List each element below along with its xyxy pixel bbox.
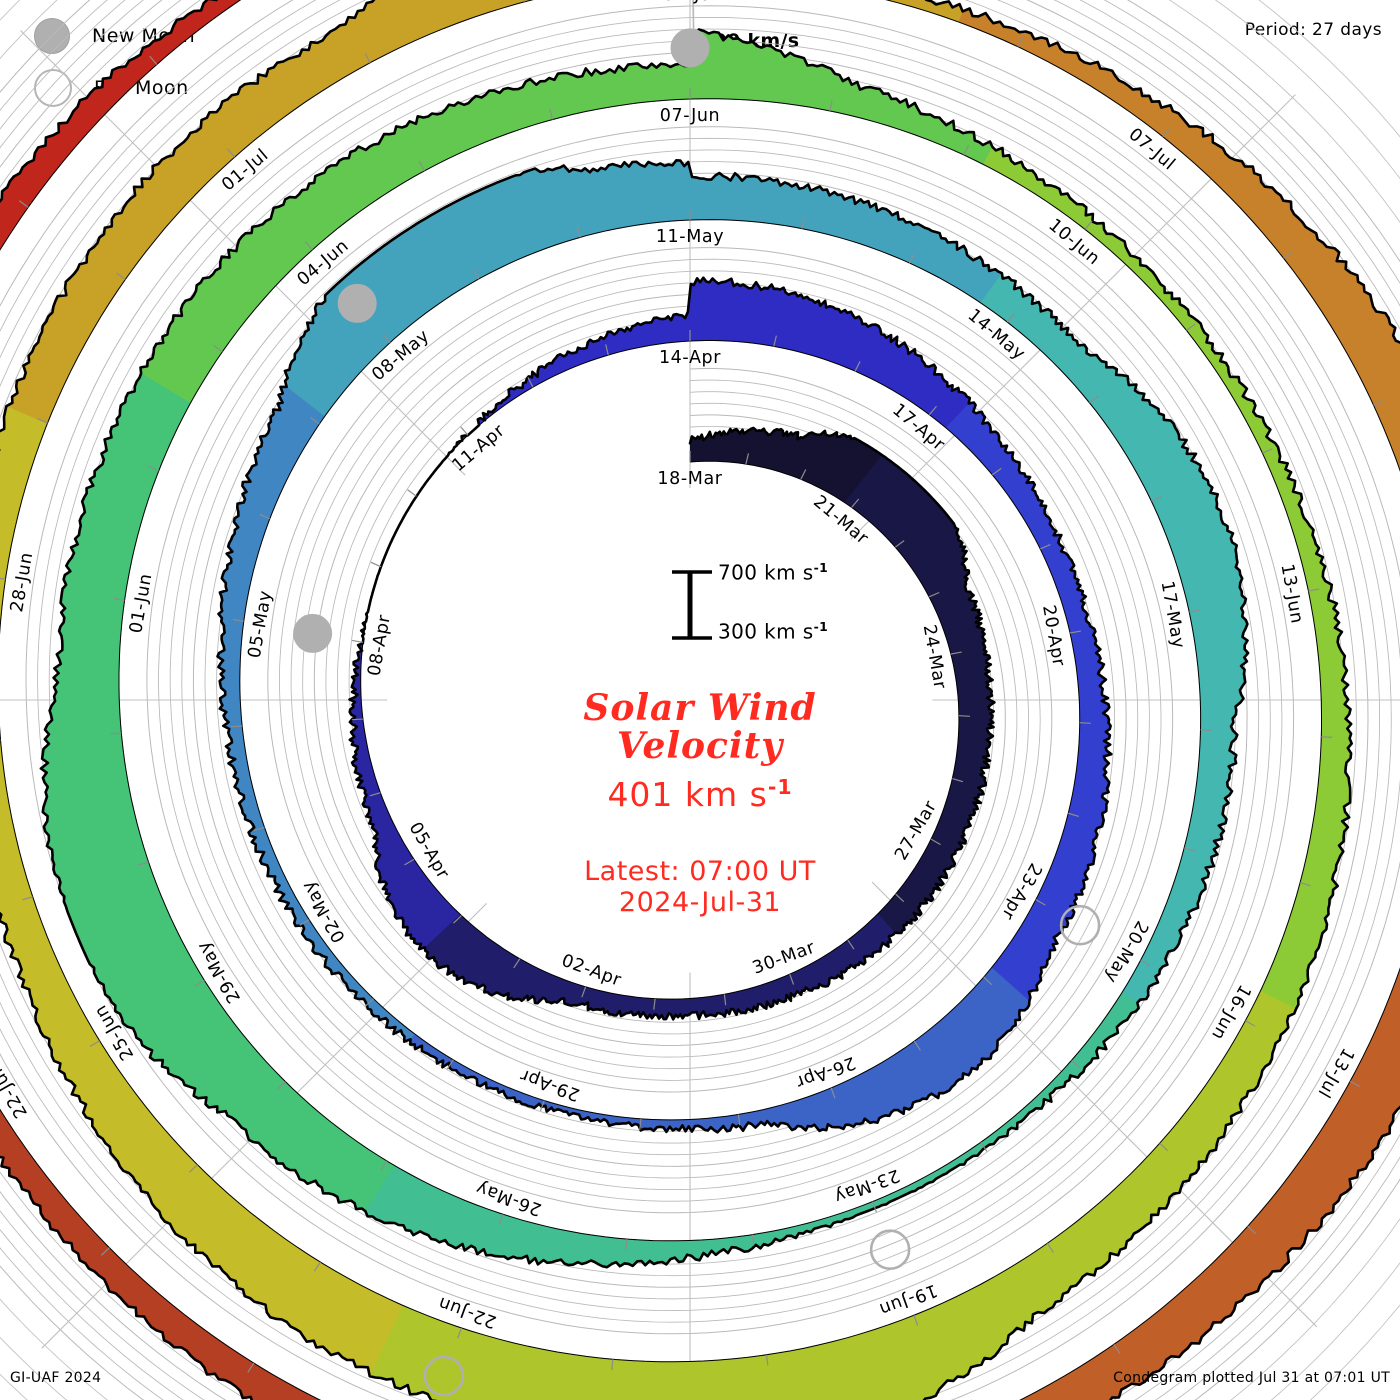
date-ring-label: 18-Mar xyxy=(657,469,722,489)
latest-timestamp: Latest: 07:00 UT 2024-Jul-31 xyxy=(0,856,1400,918)
date-ring-label: 08-Apr xyxy=(364,613,395,678)
scale-bar-bottom-label: 300 km s-1 xyxy=(718,619,828,644)
date-ring-label: 22-Jul xyxy=(0,1064,32,1121)
velocity-scale-bar xyxy=(672,570,712,640)
page-title: Solar Wind Velocity xyxy=(0,687,1400,767)
scale-bar-top-exponent: -1 xyxy=(813,560,829,575)
date-ring-label: 20-Apr xyxy=(1038,604,1069,669)
date-ring-label: 04-Jul xyxy=(663,0,717,5)
footer-credit: GI-UAF 2024 xyxy=(10,1370,102,1386)
date-ring-label: 13-Jun xyxy=(1276,562,1306,625)
date-ring-label: 14-Apr xyxy=(659,348,721,368)
full-moon-marker xyxy=(423,1355,465,1397)
latest-time: Latest: 07:00 UT xyxy=(584,856,816,887)
scale-bar-bottom-text: 300 km s xyxy=(718,619,814,644)
new-moon-marker xyxy=(337,283,377,323)
scale-bar-bottom-exponent: -1 xyxy=(813,619,829,634)
new-moon-marker xyxy=(293,613,333,653)
page-title-line2: Velocity xyxy=(616,724,784,767)
date-ring-label: 11-May xyxy=(656,227,724,247)
current-velocity-value: 401 km s-1 xyxy=(0,775,1400,814)
footer-plot-timestamp: Condegram plotted Jul 31 at 07:01 UT xyxy=(1113,1370,1390,1386)
latest-date: 2024-Jul-31 xyxy=(618,887,782,919)
scale-bar-top-text: 700 km s xyxy=(718,560,814,585)
new-moon-marker xyxy=(670,28,710,68)
current-velocity-exponent: -1 xyxy=(767,775,793,799)
current-velocity-number: 401 km s xyxy=(607,775,768,814)
scale-bar-top-label: 700 km s-1 xyxy=(718,560,828,585)
date-ring-label: 01-Jun xyxy=(126,572,156,635)
date-ring-label: 28-Jun xyxy=(7,551,37,614)
moon-phase-markers xyxy=(293,28,1101,1397)
full-moon-marker xyxy=(869,1229,911,1270)
period-label: Period: 27 days xyxy=(1244,20,1382,40)
full-moon-marker xyxy=(1059,904,1101,946)
date-ring-label: 07-Jun xyxy=(660,106,721,126)
page-title-line1: Solar Wind xyxy=(583,687,817,729)
